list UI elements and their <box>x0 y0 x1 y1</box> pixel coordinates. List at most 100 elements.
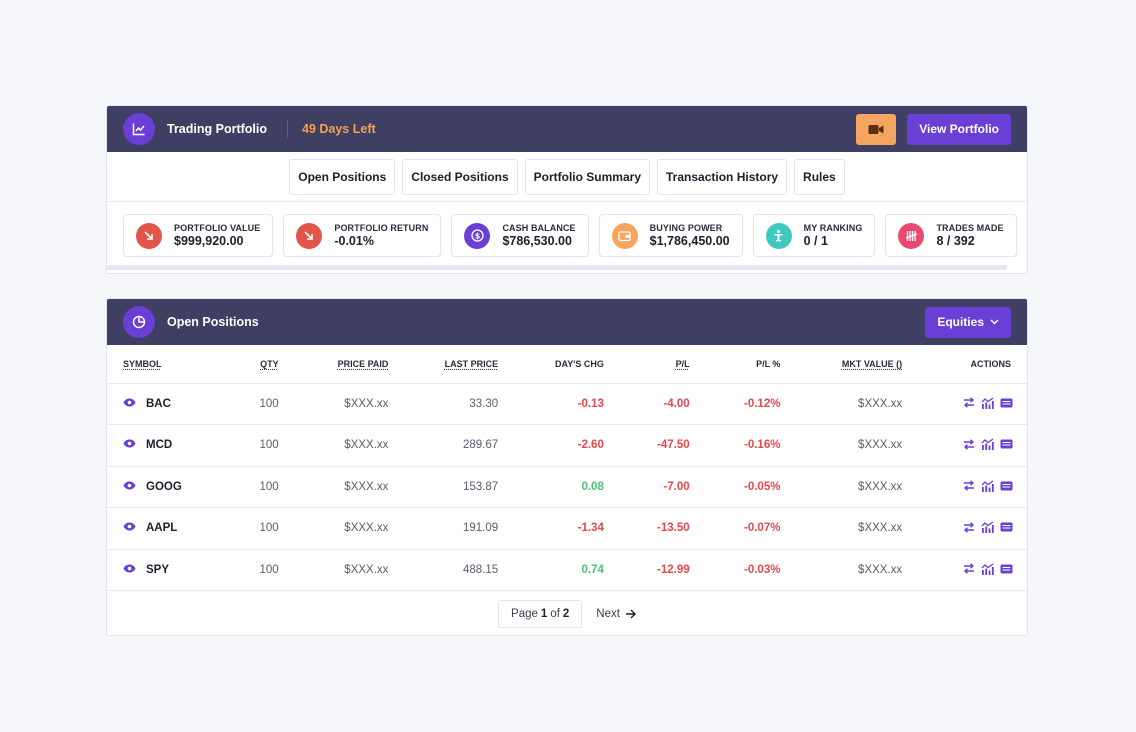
stats-row: PORTFOLIO VALUE $999,920.00 PORTFOLIO RET… <box>107 202 1027 265</box>
eye-icon[interactable] <box>123 481 136 493</box>
video-camera-icon <box>868 124 884 134</box>
col-mkt-value[interactable]: MKT VALUE () <box>780 345 903 384</box>
cell-days-chg: -1.34 <box>498 507 604 550</box>
symbol-label[interactable]: SPY <box>146 563 170 576</box>
stat-my-ranking: MY RANKING 0 / 1 <box>752 214 876 257</box>
video-button[interactable] <box>856 113 897 145</box>
scrollbar-thumb[interactable] <box>107 265 1007 270</box>
eye-icon[interactable] <box>123 398 136 410</box>
trade-icon[interactable] <box>963 563 975 574</box>
chevron-down-icon <box>990 319 999 325</box>
tab-closed-positions[interactable]: Closed Positions <box>402 159 518 195</box>
chart-icon[interactable] <box>981 562 994 575</box>
cell-pl-pct: -0.12% <box>689 383 781 425</box>
details-card-icon[interactable] <box>1000 439 1013 449</box>
open-positions-header: Open Positions Equities <box>107 299 1027 345</box>
cell-pl-pct: -0.07% <box>689 507 781 550</box>
cell-pl: -7.00 <box>603 466 690 508</box>
stat-value: $999,920.00 <box>174 234 244 248</box>
cell-last-price: 191.09 <box>388 507 499 550</box>
table-row: AAPL 100 $XXX.xx 191.09 -1.34 -13.50 -0.07% $XX… <box>107 507 1027 550</box>
cell-pl-pct: -0.05% <box>689 466 781 508</box>
cell-symbol: GOOG <box>107 466 247 508</box>
days-left-label: 49 Days Left <box>302 122 376 136</box>
table-header-row: SYMBOL QTY PRICE PAID LAST PRICE DAY'S C… <box>107 345 1027 384</box>
dollar-icon: $ <box>464 222 491 249</box>
stats-scrollbar[interactable] <box>107 265 1027 271</box>
chart-icon[interactable] <box>981 438 994 450</box>
portfolio-title: Trading Portfolio <box>167 122 267 136</box>
stat-label: TRADES MADE <box>936 223 1004 233</box>
open-positions-panel: Open Positions Equities SYMBOL QTY PRICE… <box>106 298 1028 636</box>
view-portfolio-button[interactable]: View Portfolio <box>907 113 1011 145</box>
chart-icon[interactable] <box>981 521 994 533</box>
cell-price-paid: $XXX.xx <box>278 424 389 467</box>
trade-icon[interactable] <box>963 438 975 450</box>
eye-icon[interactable] <box>123 564 136 576</box>
portfolio-panel: Trading Portfolio 49 Days Left View Port… <box>106 105 1028 274</box>
stat-label: PORTFOLIO VALUE <box>174 223 261 233</box>
col-price-paid[interactable]: PRICE PAID <box>278 345 389 384</box>
cell-pl-pct: -0.16% <box>689 424 781 467</box>
portfolio-header: Trading Portfolio 49 Days Left View Port… <box>107 106 1027 152</box>
col-symbol[interactable]: SYMBOL <box>107 345 247 384</box>
stat-value: 8 / 392 <box>936 234 975 248</box>
cell-pl: -47.50 <box>603 424 690 467</box>
eye-icon[interactable] <box>123 522 136 534</box>
cell-symbol: AAPL <box>107 507 247 550</box>
cell-qty: 100 <box>246 383 279 425</box>
cell-price-paid: $XXX.xx <box>278 466 389 508</box>
trade-icon[interactable] <box>963 480 975 491</box>
pagination: Page 1 of 2 Next <box>107 591 1027 635</box>
equities-dropdown[interactable]: Equities <box>925 306 1011 338</box>
details-card-icon[interactable] <box>1000 564 1013 574</box>
cell-last-price: 488.15 <box>388 549 499 591</box>
symbol-label[interactable]: MCD <box>146 439 173 452</box>
symbol-label[interactable]: GOOG <box>146 480 182 493</box>
stat-portfolio-value: PORTFOLIO VALUE $999,920.00 <box>123 214 274 257</box>
table-row: SPY 100 $XXX.xx 488.15 0.74 -12.99 -0.03% $XXX.… <box>107 549 1027 591</box>
tab-transaction-history[interactable]: Transaction History <box>657 159 788 195</box>
col-last-price[interactable]: LAST PRICE <box>388 345 499 384</box>
symbol-label[interactable]: BAC <box>146 397 171 410</box>
trend-down-icon <box>136 222 162 249</box>
next-page-button[interactable]: Next <box>596 608 636 620</box>
cell-days-chg: -0.13 <box>498 383 604 425</box>
details-card-icon[interactable] <box>1000 522 1013 532</box>
table-row: GOOG 100 $XXX.xx 153.87 0.08 -7.00 -0.05% $XXX.… <box>107 466 1027 508</box>
col-pl[interactable]: P/L <box>603 345 690 384</box>
wallet-icon <box>611 222 638 249</box>
trophy-icon <box>765 222 792 249</box>
trade-icon[interactable] <box>963 521 975 533</box>
table-row: MCD 100 $XXX.xx 289.67 -2.60 -47.50 -0.16% $XXX… <box>107 424 1027 467</box>
stat-label: MY RANKING <box>803 223 863 233</box>
portfolio-tabs: Open Positions Closed Positions Portfoli… <box>107 152 1027 202</box>
stat-label: CASH BALANCE <box>502 223 576 233</box>
stat-cash-balance: $ CASH BALANCE $786,530.00 <box>451 214 589 257</box>
cell-mkt-value: $XXX.xx <box>780 507 903 550</box>
details-card-icon[interactable] <box>1000 398 1013 408</box>
col-qty[interactable]: QTY <box>246 345 279 384</box>
trade-icon[interactable] <box>963 397 975 408</box>
details-card-icon[interactable] <box>1000 481 1013 491</box>
stat-trades-made: TRADES MADE 8 / 392 <box>885 214 1017 257</box>
cell-days-chg: -2.60 <box>498 424 604 467</box>
tab-rules[interactable]: Rules <box>794 159 845 195</box>
chart-icon[interactable] <box>981 396 994 409</box>
tab-portfolio-summary[interactable]: Portfolio Summary <box>524 159 650 195</box>
table-row: BAC 100 $XXX.xx 33.30 -0.13 -4.00 -0.12% $XXX.x… <box>107 383 1027 425</box>
stat-value: $1,786,450.00 <box>649 234 730 248</box>
cell-days-chg: 0.08 <box>498 466 604 508</box>
equities-label: Equities <box>937 315 984 329</box>
cell-mkt-value: $XXX.xx <box>780 549 903 591</box>
chart-line-icon <box>123 113 155 145</box>
chart-icon[interactable] <box>981 479 994 492</box>
symbol-label[interactable]: AAPL <box>146 522 178 535</box>
cell-actions <box>902 383 1027 425</box>
eye-icon[interactable] <box>123 439 136 451</box>
tab-open-positions[interactable]: Open Positions <box>289 159 396 195</box>
cell-pl-pct: -0.03% <box>689 549 781 591</box>
cell-qty: 100 <box>246 466 279 508</box>
cell-qty: 100 <box>246 507 279 550</box>
cell-price-paid: $XXX.xx <box>278 383 389 425</box>
